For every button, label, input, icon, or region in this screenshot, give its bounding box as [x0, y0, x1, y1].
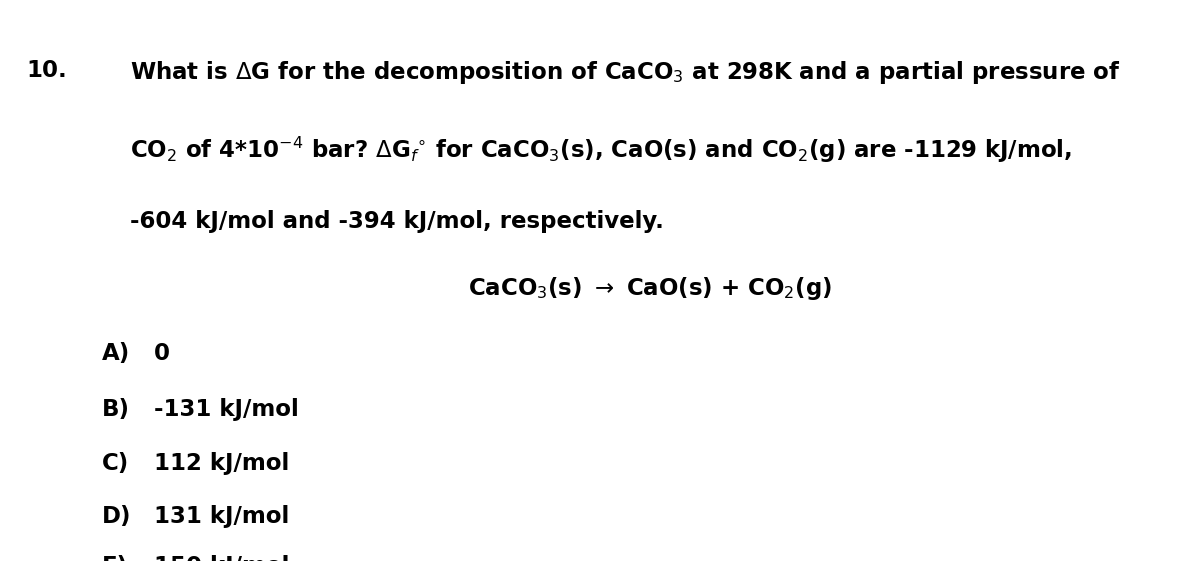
Text: E): E) — [102, 555, 128, 561]
Text: What is $\Delta$G for the decomposition of CaCO$_3$ at 298K and a partial pressu: What is $\Delta$G for the decomposition … — [130, 59, 1121, 86]
Text: CaCO$_3$(s) $\rightarrow$ CaO(s) + CO$_2$(g): CaCO$_3$(s) $\rightarrow$ CaO(s) + CO$_2… — [468, 275, 832, 302]
Text: B): B) — [102, 398, 130, 421]
Text: D): D) — [102, 505, 132, 528]
Text: 150 kJ/mol: 150 kJ/mol — [154, 555, 289, 561]
Text: 10.: 10. — [26, 59, 67, 82]
Text: A): A) — [102, 342, 131, 365]
Text: CO$_2$ of 4*10$^{-4}$ bar? $\Delta$G$_f$$^{\circ}$ for CaCO$_3$(s), CaO(s) and C: CO$_2$ of 4*10$^{-4}$ bar? $\Delta$G$_f$… — [130, 135, 1072, 165]
Text: 112 kJ/mol: 112 kJ/mol — [154, 452, 289, 475]
Text: -604 kJ/mol and -394 kJ/mol, respectively.: -604 kJ/mol and -394 kJ/mol, respectivel… — [130, 210, 664, 233]
Text: 131 kJ/mol: 131 kJ/mol — [154, 505, 289, 528]
Text: -131 kJ/mol: -131 kJ/mol — [154, 398, 299, 421]
Text: C): C) — [102, 452, 130, 475]
Text: 0: 0 — [154, 342, 169, 365]
